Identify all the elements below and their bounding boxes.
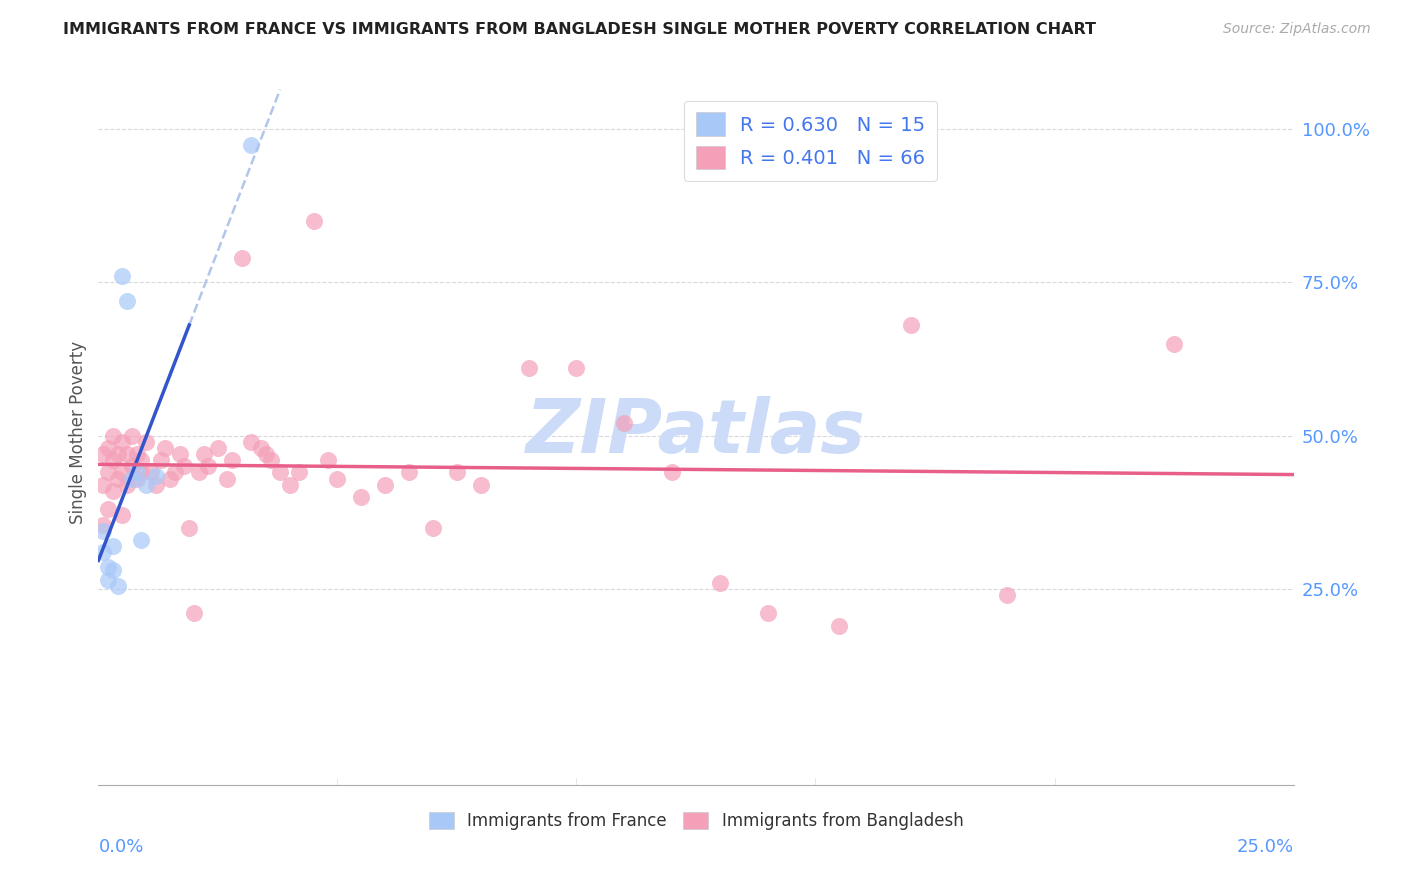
Point xyxy=(91,517,114,532)
Point xyxy=(756,607,779,621)
Point xyxy=(254,447,277,461)
Text: 0.0%: 0.0% xyxy=(98,838,143,855)
Point xyxy=(250,441,273,455)
Point xyxy=(101,564,124,578)
Point xyxy=(139,466,162,480)
Point xyxy=(115,293,138,308)
Point xyxy=(111,269,134,284)
Point xyxy=(398,466,420,480)
Point xyxy=(231,251,253,265)
Point xyxy=(240,434,263,449)
Point xyxy=(121,459,143,474)
Point xyxy=(240,137,263,152)
Point xyxy=(207,441,229,455)
Point xyxy=(97,441,120,455)
Point xyxy=(517,361,540,376)
Point xyxy=(107,472,129,486)
Point xyxy=(446,466,468,480)
Point xyxy=(115,477,138,491)
Point xyxy=(828,618,851,632)
Point xyxy=(709,575,731,590)
Point xyxy=(97,560,120,574)
Point xyxy=(111,508,134,523)
Point xyxy=(125,472,148,486)
Point xyxy=(302,214,325,228)
Point xyxy=(350,490,373,504)
Text: ZIPatlas: ZIPatlas xyxy=(526,396,866,469)
Point xyxy=(163,466,186,480)
Point xyxy=(121,428,143,442)
Point xyxy=(107,579,129,593)
Point xyxy=(145,477,167,491)
Point xyxy=(173,459,195,474)
Text: Source: ZipAtlas.com: Source: ZipAtlas.com xyxy=(1223,22,1371,37)
Point xyxy=(91,447,114,461)
Point xyxy=(159,472,181,486)
Text: 25.0%: 25.0% xyxy=(1236,838,1294,855)
Point xyxy=(565,361,588,376)
Point xyxy=(326,472,349,486)
Point xyxy=(613,417,636,431)
Point xyxy=(97,466,120,480)
Point xyxy=(422,520,444,534)
Point xyxy=(183,607,205,621)
Point xyxy=(97,502,120,516)
Point xyxy=(470,477,492,491)
Point xyxy=(101,428,124,442)
Point xyxy=(169,447,191,461)
Point xyxy=(111,466,134,480)
Point xyxy=(661,466,683,480)
Point xyxy=(131,533,153,547)
Point xyxy=(155,441,177,455)
Point xyxy=(111,434,134,449)
Point xyxy=(900,318,922,333)
Point xyxy=(131,453,153,467)
Point xyxy=(125,447,148,461)
Point xyxy=(125,466,148,480)
Point xyxy=(149,453,172,467)
Point xyxy=(135,477,157,491)
Point xyxy=(101,539,124,553)
Point xyxy=(121,472,143,486)
Point xyxy=(115,447,138,461)
Point xyxy=(193,447,215,461)
Point xyxy=(269,466,291,480)
Point xyxy=(101,453,124,467)
Point xyxy=(995,588,1018,602)
Legend: Immigrants from France, Immigrants from Bangladesh: Immigrants from France, Immigrants from … xyxy=(422,805,970,837)
Point xyxy=(259,453,281,467)
Point xyxy=(107,447,129,461)
Point xyxy=(91,477,114,491)
Point xyxy=(278,477,301,491)
Point xyxy=(187,466,209,480)
Text: IMMIGRANTS FROM FRANCE VS IMMIGRANTS FROM BANGLADESH SINGLE MOTHER POVERTY CORRE: IMMIGRANTS FROM FRANCE VS IMMIGRANTS FRO… xyxy=(63,22,1097,37)
Point xyxy=(97,573,120,587)
Point xyxy=(179,520,201,534)
Point xyxy=(131,466,153,480)
Point xyxy=(221,453,243,467)
Point xyxy=(316,453,339,467)
Point xyxy=(1163,336,1185,351)
Y-axis label: Single Mother Poverty: Single Mother Poverty xyxy=(69,341,87,524)
Point xyxy=(217,472,239,486)
Point xyxy=(288,466,311,480)
Point xyxy=(145,468,167,483)
Point xyxy=(101,483,124,498)
Point xyxy=(374,477,396,491)
Point xyxy=(197,459,219,474)
Point xyxy=(91,545,114,559)
Point xyxy=(91,524,114,538)
Point xyxy=(135,434,157,449)
